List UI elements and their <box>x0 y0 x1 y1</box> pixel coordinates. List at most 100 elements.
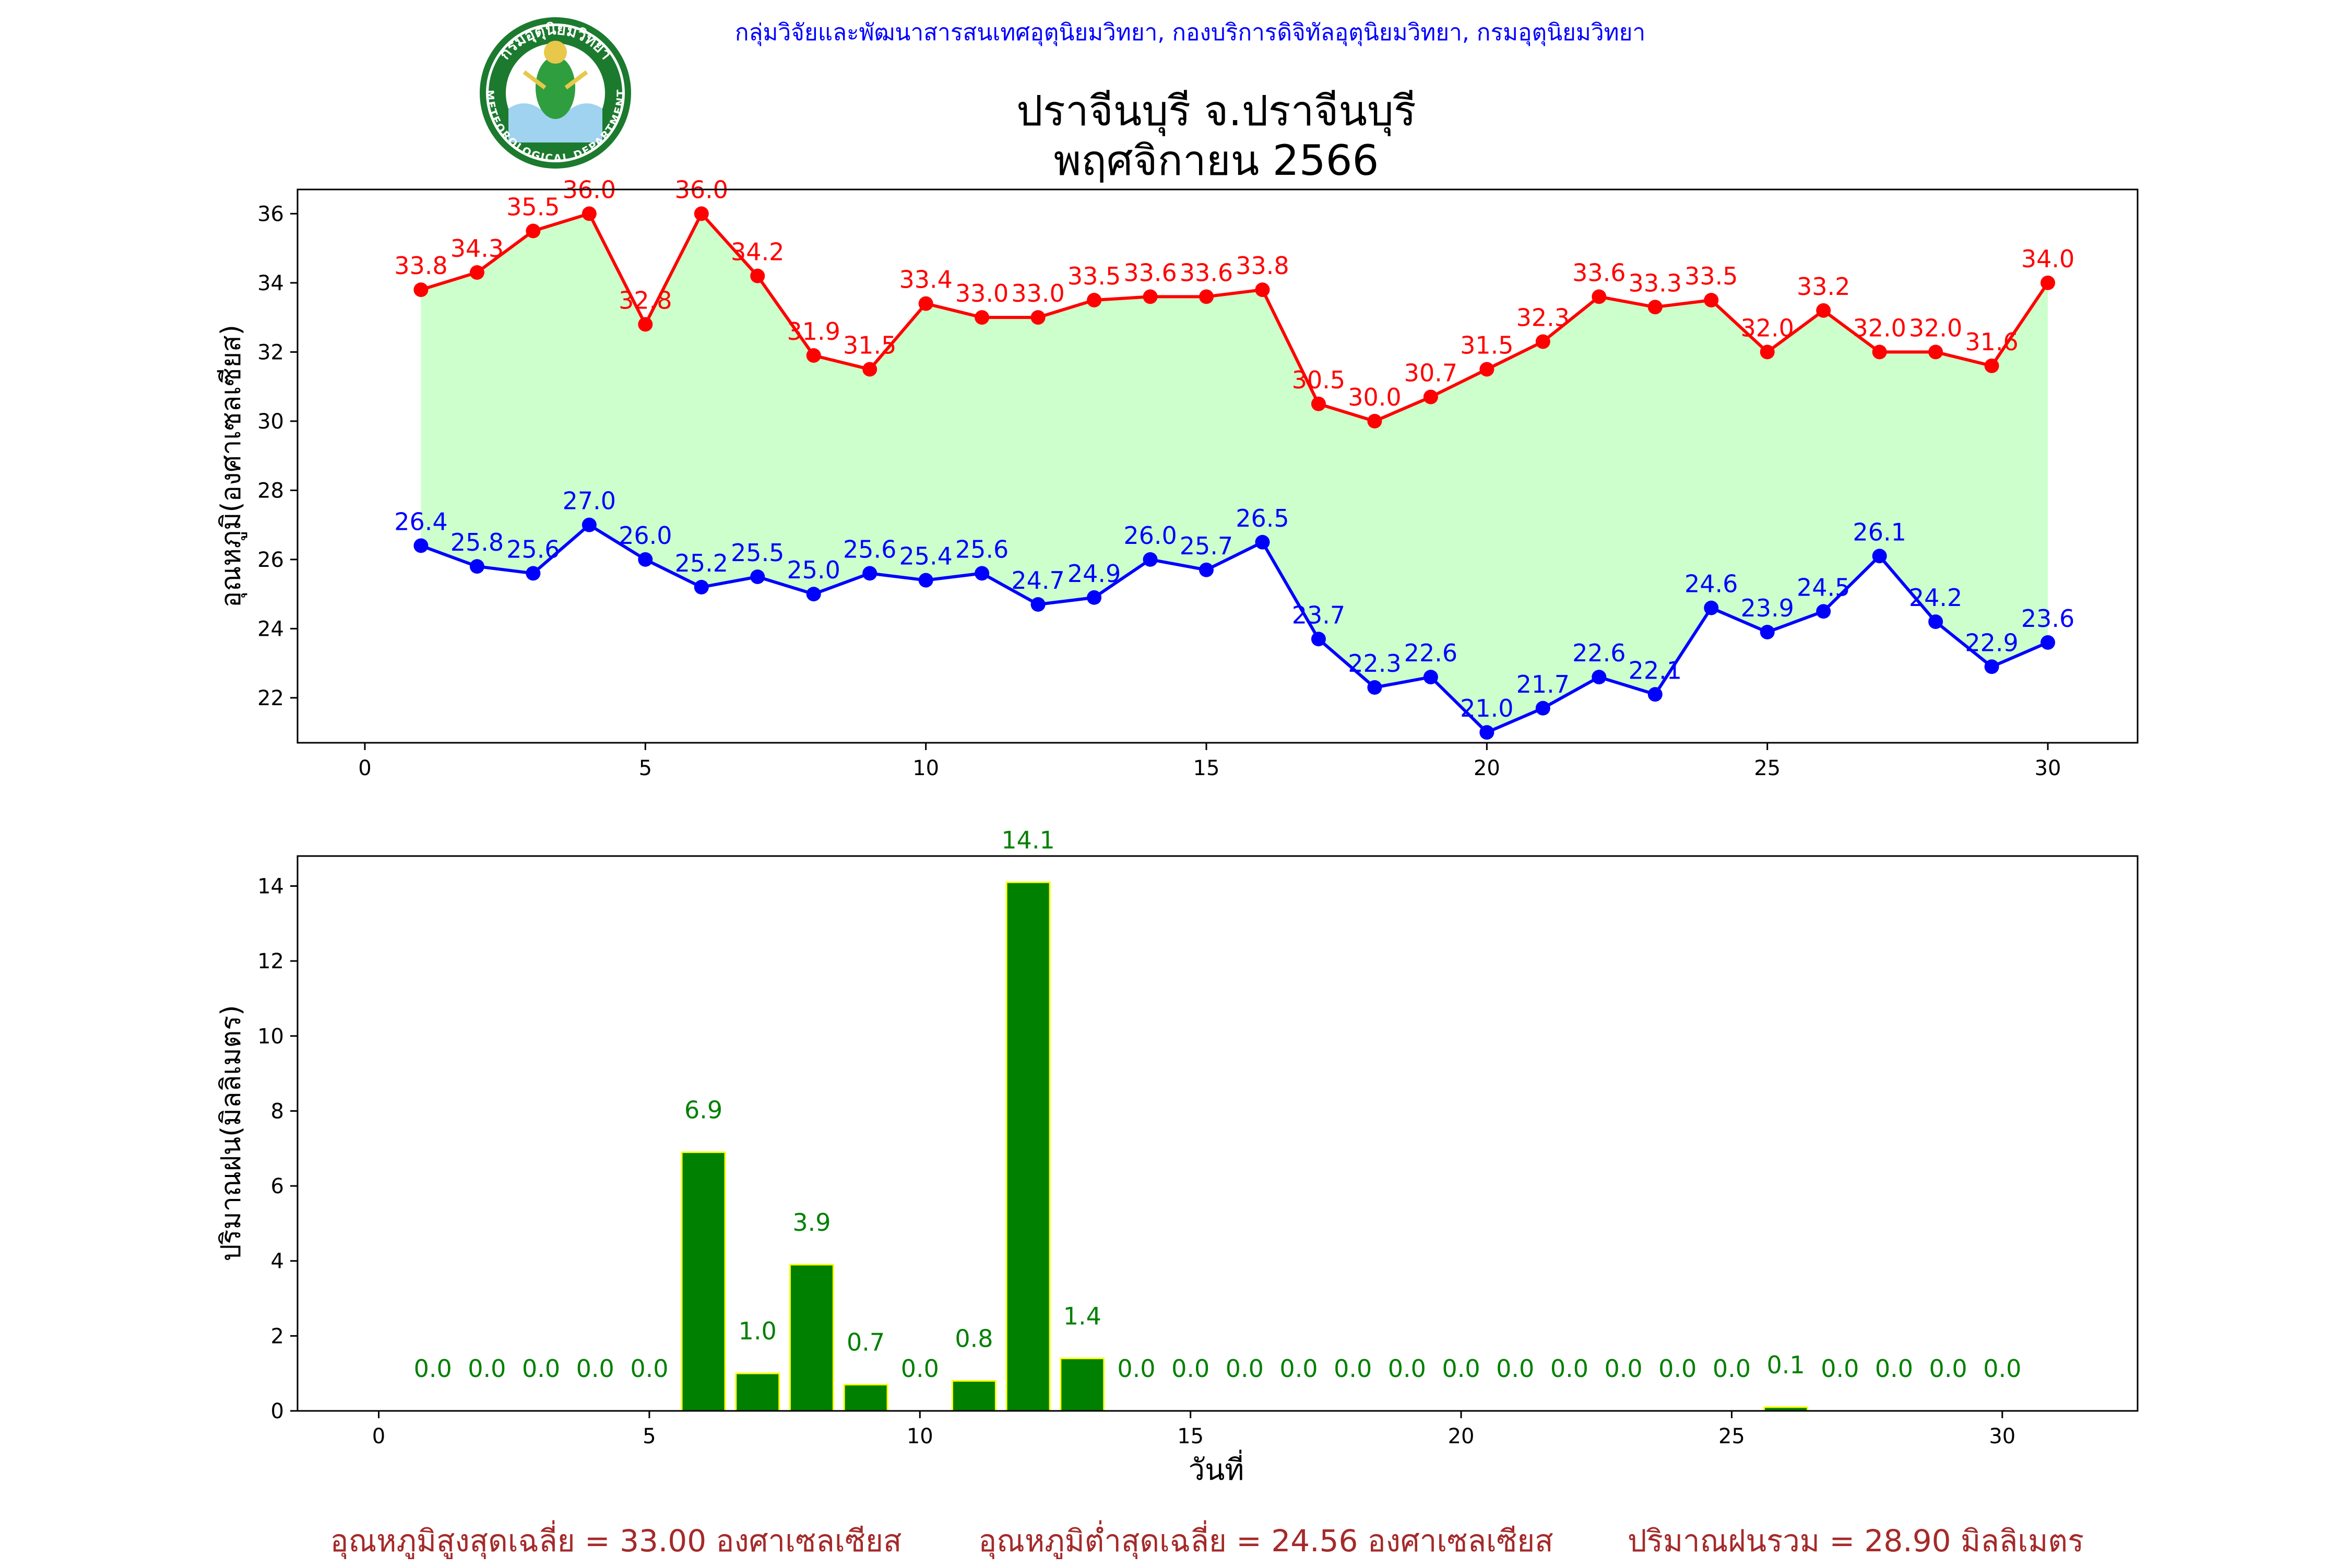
min-temperature-label: 26.1 <box>1853 518 1906 546</box>
min-temperature-label: 24.2 <box>1909 584 1962 612</box>
max-temperature-label: 33.5 <box>1067 262 1121 290</box>
rainfall-label: 6.9 <box>684 1096 722 1124</box>
min-temperature-point <box>1704 600 1719 615</box>
min-temperature-label: 22.6 <box>1404 639 1457 667</box>
min-temperature-label: 24.5 <box>1797 573 1850 601</box>
min-temperature-point <box>1984 659 1999 674</box>
temperature-x-tick-label: 10 <box>912 756 939 780</box>
rainfall-x-tick-label: 5 <box>643 1424 656 1448</box>
rainfall-label: 0.0 <box>1496 1355 1534 1383</box>
rainfall-bar <box>843 1384 888 1412</box>
min-temperature-point <box>694 579 709 595</box>
rainfall-plot-frame <box>296 855 2139 1412</box>
rainfall-label: 0.0 <box>1171 1355 1209 1383</box>
max-temperature-point <box>1704 293 1719 307</box>
max-temperature-point <box>918 296 933 311</box>
logo-arms-icon <box>523 70 588 90</box>
min-temperature-point <box>1255 534 1270 550</box>
temperature-x-tick-label: 25 <box>1754 756 1781 780</box>
min-temperature-point <box>1030 597 1046 612</box>
min-temperature-point <box>1199 562 1214 577</box>
min-temperature-point <box>1367 680 1382 695</box>
rainfall-bar <box>735 1372 780 1412</box>
logo-deity-icon <box>536 56 575 119</box>
max-temperature-label: 32.0 <box>1853 314 1906 342</box>
max-temperature-line <box>420 211 2049 423</box>
rainfall-label: 0.0 <box>1442 1355 1480 1383</box>
rainfall-y-tick-label: 12 <box>257 949 284 973</box>
max-temperature-point <box>413 282 429 298</box>
rainfall-x-axis-label: วันที่ <box>1189 1450 1244 1487</box>
rainfall-label: 1.4 <box>1063 1302 1101 1330</box>
max-temperature-point <box>1199 289 1214 304</box>
max-temperature-label: 33.0 <box>955 279 1009 307</box>
rainfall-x-tick-label: 30 <box>1989 1424 2015 1448</box>
rainfall-label: 0.0 <box>1226 1355 1264 1383</box>
avg-max-temperature-text: อุณหภูมิสูงสุดเฉลี่ย = 33.00 องศาเซลเซีย… <box>330 1520 902 1560</box>
rainfall-x-tick-label: 0 <box>372 1424 385 1448</box>
max-temperature-label: 35.5 <box>506 193 560 221</box>
rainfall-x-tick-label: 10 <box>907 1424 933 1448</box>
min-temperature-label: 25.6 <box>506 535 560 563</box>
temperature-y-axis-label: อุณหภูมิ(องศาเซลเซียส) <box>216 325 247 608</box>
temperature-y-tick-label: 24 <box>257 617 284 641</box>
rainfall-y-tick-label: 2 <box>271 1324 284 1348</box>
max-temperature-point <box>1647 300 1663 315</box>
rainfall-label: 0.0 <box>1550 1355 1588 1383</box>
logo-water-icon <box>508 103 602 142</box>
rainfall-label: 0.0 <box>576 1355 614 1383</box>
rainfall-label: 0.1 <box>1767 1351 1805 1379</box>
max-temperature-point <box>750 268 765 283</box>
max-temperature-point <box>1479 362 1494 377</box>
max-temperature-point <box>1143 289 1158 304</box>
max-temperature-point <box>1928 345 1943 360</box>
min-temperature-point <box>750 569 765 584</box>
rainfall-label: 0.0 <box>1658 1355 1696 1383</box>
max-temperature-point <box>1816 303 1831 318</box>
max-temperature-label: 32.0 <box>1740 314 1794 342</box>
max-temperature-label: 31.6 <box>1965 328 2018 356</box>
max-temperature-label: 31.5 <box>843 331 896 360</box>
agency-text: กลุ่มวิจัยและพัฒนาสารสนเทศอุตุนิยมวิทยา,… <box>735 19 1645 46</box>
rainfall-plot: 0.0 0.0 0.0 0.0 0.0 6.9 1.0 3.9 0.7 0.0 0.8 14.1 1.4… <box>216 826 2139 1487</box>
temperature-y-tick-label: 30 <box>257 410 284 434</box>
rainfall-x-tick-label: 20 <box>1448 1424 1475 1448</box>
min-temperature-label: 24.6 <box>1684 570 1738 598</box>
max-temperature-label: 30.0 <box>1348 383 1401 411</box>
min-temperature-point <box>1928 614 1943 629</box>
max-temperature-label: 32.0 <box>1909 314 1962 342</box>
rainfall-label: 0.0 <box>1875 1355 1913 1383</box>
max-temperature-label: 32.3 <box>1516 304 1570 332</box>
temperature-x-tick-label: 5 <box>639 756 652 780</box>
min-temperature-label: 25.7 <box>1180 532 1233 560</box>
rainfall-label: 0.0 <box>1279 1355 1318 1383</box>
max-temperature-point <box>1592 289 1607 304</box>
department-logo: กรมอุตุนิยมวิทยา METEOROLOGICAL DEPARTME… <box>480 17 631 169</box>
min-temperature-point <box>469 559 484 574</box>
rainfall-bar <box>789 1264 834 1412</box>
min-temperature-labels: 26.425.8 25.627.026.025.2 25.525.025.6 25.4… <box>394 487 2074 723</box>
max-temperature-point <box>694 206 709 221</box>
rainfall-y-tick-label: 10 <box>257 1025 284 1049</box>
rainfall-label: 3.9 <box>792 1208 831 1237</box>
max-temperature-points <box>413 206 2056 429</box>
max-temperature-label: 33.5 <box>1684 262 1738 290</box>
min-temperature-label: 25.6 <box>843 535 896 563</box>
max-temperature-label: 33.8 <box>394 252 447 280</box>
rainfall-x-tick-label: 15 <box>1177 1424 1204 1448</box>
min-temperature-label: 22.1 <box>1629 656 1682 684</box>
min-temperature-label: 24.9 <box>1067 560 1121 588</box>
temperature-y-tick-label: 36 <box>257 202 284 226</box>
min-temperature-label: 25.5 <box>731 539 784 567</box>
max-temperature-label: 30.7 <box>1404 359 1457 387</box>
min-temperature-label: 24.7 <box>1011 566 1064 595</box>
max-temperature-label: 34.2 <box>731 238 784 266</box>
temperature-plot-frame <box>296 188 2139 744</box>
min-temperature-label: 21.7 <box>1516 670 1570 698</box>
min-temperature-point <box>2040 635 2056 650</box>
rainfall-labels: 0.0 0.0 0.0 0.0 0.0 6.9 1.0 3.9 0.7 0.0 0.8 14.1 1.4… <box>414 826 2022 1383</box>
rainfall-label: 0.0 <box>1117 1355 1155 1383</box>
min-temperature-point <box>1311 632 1326 647</box>
